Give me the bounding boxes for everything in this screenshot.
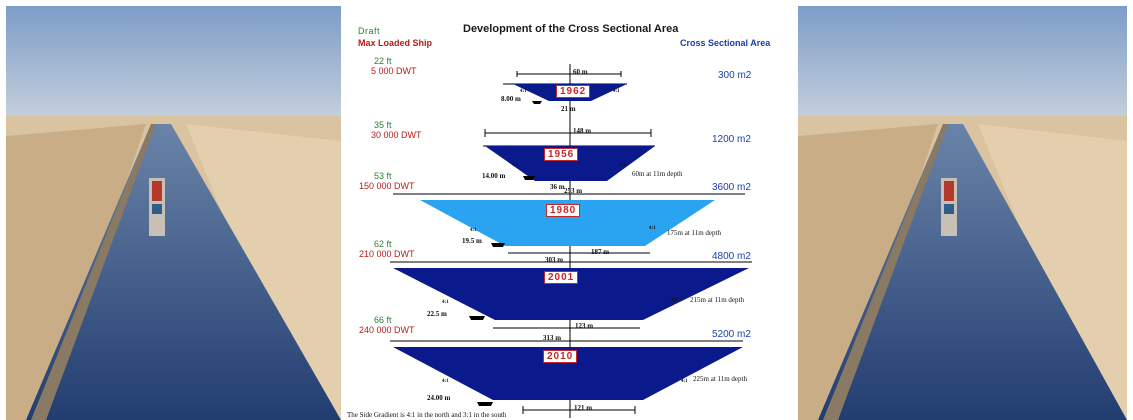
side-depth-label: 14.00 m [482,172,506,180]
slope-label: 4:1 [681,379,688,384]
slope-label: 4:1 [671,298,678,303]
cross-sectional-area-header: Cross Sectional Area [680,38,771,48]
year-badge: 1980 [546,204,581,217]
draft-label: 53 ft [374,171,392,181]
slope-label: 4:1 [649,226,656,231]
slope-label: 4:1 [613,89,620,94]
year-badge: 1962 [556,85,591,98]
footnote: The Side Gradient is 4:1 in the north an… [347,411,507,419]
depth-note: 60m at 11m depth [632,170,683,178]
draft-header: Draft [358,26,381,36]
area-label: 300 m2 [718,70,752,81]
draft-label: 35 ft [374,120,392,130]
cross-section-1980 [420,200,715,246]
bottom-width-label: 21 m [561,105,576,113]
cross-section-shapes [390,64,752,418]
canal-photo-left [6,6,341,420]
bottom-width-label: 36 m [550,183,565,191]
top-width-label: 303 m [545,256,564,264]
dwt-label: 240 000 DWT [359,325,415,335]
cross-section-1956 [485,146,655,181]
dwt-label: 210 000 DWT [359,249,415,259]
bottom-width-label: 121 m [574,404,593,412]
diagram-title: Development of the Cross Sectional Area [463,23,679,35]
draft-label: 22 ft [374,56,392,66]
area-label: 5200 m2 [712,329,751,340]
side-depth-label: 8.00 m [501,95,521,103]
depth-note: 215m at 11m depth [690,296,744,304]
top-width-label: 313 m [543,334,562,342]
cross-section-2001 [393,268,749,320]
year-badge: 2001 [544,271,579,284]
slope-label: 4:1 [442,379,449,384]
draft-label: 66 ft [374,315,392,325]
side-depth-label: 24.00 m [427,394,451,402]
slope-label: 4:1 [619,163,626,168]
top-width-label: 148 m [573,127,592,135]
cross-section-2010 [393,347,743,400]
cross-section-diagram: Draft Max Loaded Ship Development of the… [345,0,795,420]
area-label: 4800 m2 [712,251,751,262]
side-depth-label: 19.5 m [462,237,482,245]
top-width-label: 60 m [573,68,588,76]
slope-label: 4:1 [512,163,519,168]
year-badge: 2010 [543,350,578,363]
year-badge: 1956 [544,148,579,161]
dwt-label: 30 000 DWT [371,130,422,140]
slope-label: 4:1 [470,228,477,233]
slope-label: 4:1 [442,300,449,305]
bottom-width-label: 123 m [575,322,594,330]
area-label: 1200 m2 [712,134,751,145]
bottom-width-label: 187 m [591,248,610,256]
slope-label: 4:1 [520,89,527,94]
depth-note: 175m at 11m depth [667,229,721,237]
canal-photo-right [798,6,1127,420]
top-width-label: 253 m [564,187,583,195]
max-loaded-ship-header: Max Loaded Ship [358,38,433,48]
depth-note: 225m at 11m depth [693,375,747,383]
side-depth-label: 22.5 m [427,310,447,318]
dwt-label: 150 000 DWT [359,181,415,191]
draft-label: 62 ft [374,239,392,249]
area-label: 3600 m2 [712,182,751,193]
dwt-label: 5 000 DWT [371,66,417,76]
